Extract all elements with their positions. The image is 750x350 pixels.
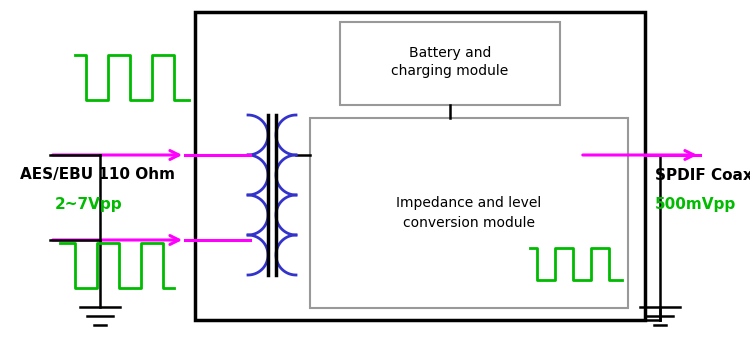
Text: SPDIF Coaxial: SPDIF Coaxial <box>655 168 750 182</box>
Text: 500mVpp: 500mVpp <box>655 197 736 212</box>
Text: Impedance and level: Impedance and level <box>396 196 542 210</box>
Text: Battery and: Battery and <box>409 47 491 61</box>
Polygon shape <box>310 118 628 308</box>
Text: conversion module: conversion module <box>403 216 535 230</box>
Polygon shape <box>340 22 560 105</box>
Polygon shape <box>195 12 645 320</box>
Text: 2~7Vpp: 2~7Vpp <box>55 197 123 212</box>
Text: charging module: charging module <box>392 64 508 78</box>
Text: AES/EBU 110 Ohm: AES/EBU 110 Ohm <box>20 168 175 182</box>
